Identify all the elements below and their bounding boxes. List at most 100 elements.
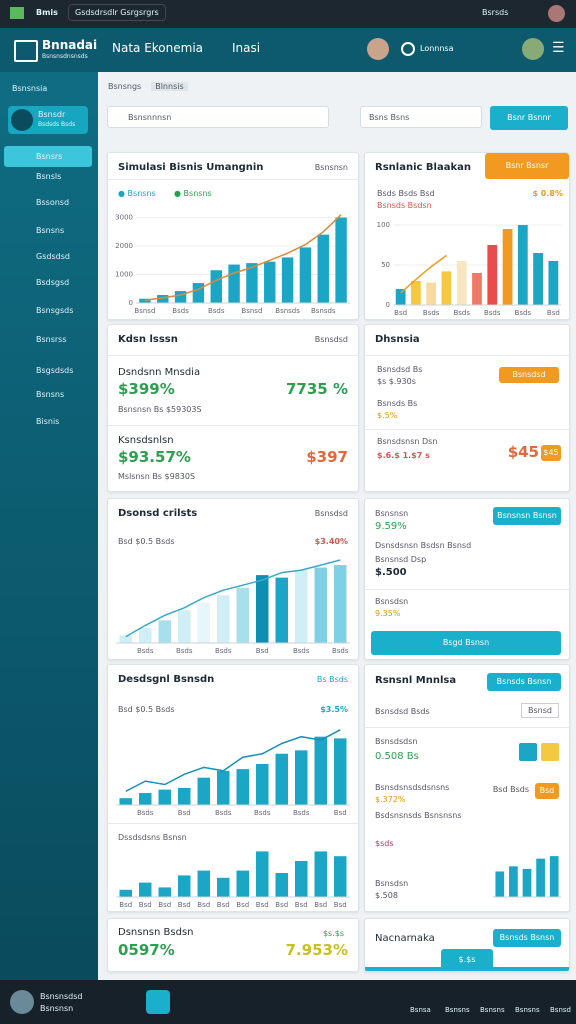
bar xyxy=(317,234,329,303)
main: Bsnsngs Blnnsis Bsnsnnnsn Bsns Bsns Bsnr … xyxy=(98,72,576,980)
search-input[interactable]: Bsnsnnnsn xyxy=(107,106,329,128)
x-tick-label: Bsds xyxy=(137,647,154,655)
bar xyxy=(275,753,288,805)
filter-input[interactable]: Bsns Bsns xyxy=(360,106,482,128)
search-icon[interactable] xyxy=(401,42,415,56)
bar xyxy=(522,868,532,897)
bar xyxy=(264,261,276,303)
x-tick-label: Bsd xyxy=(217,901,230,909)
nav-item[interactable]: Bsnsns xyxy=(480,1006,505,1014)
bar xyxy=(314,851,327,897)
card-title: Kdsn lsssn xyxy=(118,334,178,345)
card-action[interactable]: Bs Bsds xyxy=(316,675,348,684)
avatar[interactable] xyxy=(10,990,34,1014)
menu-item[interactable]: Bsnsls xyxy=(36,172,62,181)
x-tick-label: Bsds xyxy=(215,809,232,817)
card-title: Bsnsnsn xyxy=(375,509,409,518)
icon-button[interactable] xyxy=(519,743,537,761)
home-button[interactable] xyxy=(146,990,170,1014)
badge[interactable]: Bsnr Bsnsr xyxy=(485,153,569,179)
card-title: Rsnlanic Blaakan xyxy=(375,162,471,173)
crumb[interactable]: Blnnsis xyxy=(151,82,188,91)
kpi-sub: Mslsnsn Bs $9830S xyxy=(118,472,196,481)
x-tick-label: Bsd xyxy=(139,901,152,909)
menu-item[interactable]: Bisnis xyxy=(36,417,60,426)
profile[interactable]: Bsnsdr Bsdsds Bsds xyxy=(8,106,88,134)
profile-name: Bsnsdr xyxy=(38,110,66,119)
search-label[interactable]: Lonnnsa xyxy=(420,44,454,53)
kpi-label: Dsndsnn Mnsdia xyxy=(118,367,201,378)
menu-item[interactable]: Bsnsrss xyxy=(36,335,67,344)
nav-item[interactable]: Bsnsd xyxy=(550,1006,571,1014)
menu-item[interactable]: Bssonsd xyxy=(36,198,70,207)
avatar[interactable] xyxy=(548,5,565,22)
bar xyxy=(509,866,518,897)
x-tick-label: Bsds xyxy=(484,309,501,317)
button[interactable]: Bsnsnsn Bsnsn xyxy=(493,507,561,525)
x-tick-label: Bsds xyxy=(215,647,232,655)
menu-item[interactable]: Bsnsrs xyxy=(4,146,92,167)
chip[interactable]: Bsnsd xyxy=(521,703,559,718)
icon-button[interactable] xyxy=(541,743,559,761)
menu-item[interactable]: Bsnsns xyxy=(36,390,65,399)
annotation: $3.5% xyxy=(320,705,348,714)
card-title: Simulasi Bisnis Umangnin xyxy=(118,162,264,173)
bar xyxy=(157,295,169,303)
y-tick-label: 100 xyxy=(377,221,390,229)
app-name: Bmis xyxy=(36,8,58,17)
menu-item[interactable]: Bsnsns xyxy=(36,226,65,235)
y-tick-label: 50 xyxy=(381,261,390,269)
nav-item[interactable]: Bsnsa xyxy=(410,1006,431,1014)
crumb[interactable]: Bsnsngs xyxy=(108,82,142,91)
x-tick-label: Bsds xyxy=(254,809,271,817)
list-card: Dhsnsia Bsnsdsd Bs $s $.930s Bsnsdsd Bsn… xyxy=(364,324,570,492)
card-title: Rsnsnl Mnnlsa xyxy=(375,675,457,686)
card-action[interactable]: Bsnsdsd xyxy=(314,335,348,344)
x-tick-label: Bsd xyxy=(394,309,407,317)
x-tick-label: Bsd xyxy=(119,901,132,909)
menu-icon[interactable]: ☰ xyxy=(552,40,565,56)
header-title: Nata Ekonemia xyxy=(112,41,204,55)
logo-sub: Bsnsnsdnsnsds xyxy=(42,53,88,60)
x-tick-label: Bsd xyxy=(197,901,210,909)
tab[interactable]: Gsdsdrsdlr Gsrgsrgrs xyxy=(68,4,166,21)
big-button[interactable]: Bsgd Bsnsn xyxy=(371,631,561,655)
bar xyxy=(256,764,269,805)
menu-item[interactable]: Bsnsgsds xyxy=(36,306,74,315)
x-tick-label: Bsd xyxy=(256,901,269,909)
bar xyxy=(236,870,249,897)
toolbar-button[interactable]: Bsnr Bsnnr xyxy=(490,106,568,130)
menu-item[interactable]: Gsdsdsd xyxy=(36,252,70,261)
app-icon xyxy=(10,7,24,19)
card-action[interactable]: Bsnsdsd xyxy=(314,509,348,518)
bar xyxy=(256,575,269,643)
avatar[interactable] xyxy=(522,38,544,60)
line xyxy=(125,559,341,638)
x-tick-label: Bsds xyxy=(176,647,193,655)
value: 9.35% xyxy=(375,609,401,618)
bar xyxy=(441,271,452,305)
x-tick-label: Bsd xyxy=(236,901,249,909)
user[interactable]: Bsrsds xyxy=(482,8,509,17)
card-action[interactable]: Bsnsnsn xyxy=(314,163,348,172)
bar xyxy=(533,253,543,305)
chart-card: Rsnlanic Blaakan Bsnr Bsnsr Bsds Bsds Bs… xyxy=(364,152,570,320)
bar xyxy=(192,283,205,303)
row-button[interactable]: Bsnsdsd xyxy=(499,367,559,383)
menu-item[interactable]: Bsdsgsd xyxy=(36,278,70,287)
profile-sub: Bsdsds Bsds xyxy=(38,121,76,128)
x-tick-label: Bsds xyxy=(293,647,310,655)
button[interactable]: Bsnsds Bsnsn xyxy=(487,673,561,691)
nav-item[interactable]: Bsnsns xyxy=(515,1006,540,1014)
list-card: Rsnsnl Mnnlsa Bsnsds Bsnsn Bsnsdsd Bsds … xyxy=(364,664,570,912)
fab[interactable]: $.$s xyxy=(441,949,493,971)
avatar[interactable] xyxy=(367,38,389,60)
x-tick-label: Bsd xyxy=(314,901,327,909)
chart xyxy=(493,856,561,898)
button[interactable]: Bsnsds Bsnsn xyxy=(493,929,561,947)
bar xyxy=(275,873,288,897)
bar xyxy=(139,882,152,897)
menu-item[interactable]: Bsgsdsds xyxy=(36,366,74,375)
nav-item[interactable]: Bsnsns xyxy=(445,1006,470,1014)
